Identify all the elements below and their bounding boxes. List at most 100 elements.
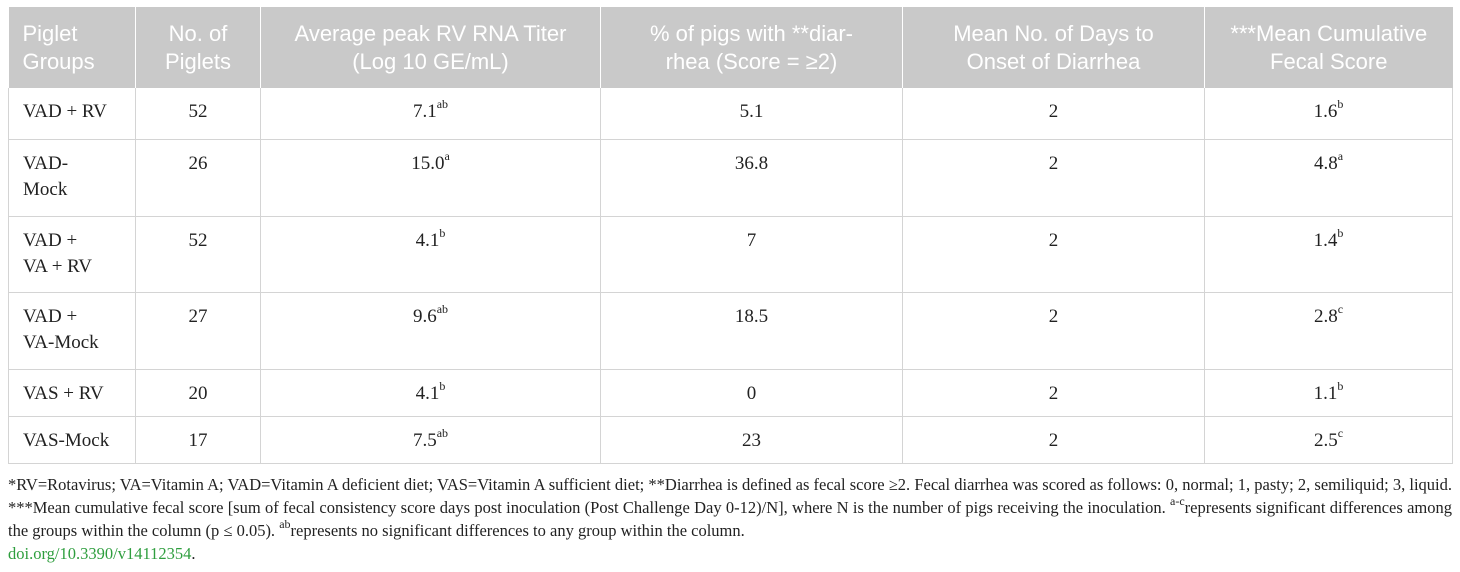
header-line: Mean No. of Days to [953,20,1154,46]
header-line: Onset of Diarrhea [966,48,1141,74]
cell-titer: 7.1ab [260,88,601,140]
header-piglet-groups: Piglet Groups [8,7,136,88]
header-line: Average peak RV RNA Titer [294,20,567,46]
cell-titer: 9.6ab [260,292,601,370]
cell-score: 2.5c [1204,416,1453,464]
cell-n: 26 [135,139,261,217]
table-footnote: *RV=Rotavirus; VA=Vitamin A; VAD=Vitamin… [8,473,1452,565]
header-rna-titer: Average peak RV RNA Titer (Log 10 GE/mL) [260,7,601,88]
superscript: ab [279,516,291,531]
cell-text: 4.1 [415,383,440,404]
header-line: ***Mean Cumulative [1230,20,1428,46]
footnote-text: *RV=Rotavirus; VA=Vitamin A; VAD=Vitamin… [8,475,1452,517]
cell-score: 1.6b [1204,88,1453,140]
cell-days: 2 [902,216,1205,293]
cell-text: 1.4 [1313,230,1338,251]
table-row: VAD + VA + RV 52 4.1b 7 2 1.4b [8,216,1453,293]
cell-text: 1.6 [1313,101,1338,122]
table-row: VAS-Mock 17 7.5ab 23 2 2.5c [8,416,1453,464]
cell-text: Mock [23,179,68,200]
cell-n: 52 [135,216,261,293]
superscript: ab [436,425,449,440]
cell-text: 15.0 [411,153,445,174]
cell-days: 2 [902,416,1205,464]
cell-text: 2.8 [1313,306,1338,327]
data-table-container: Piglet Groups No. of Piglets Average peak … [8,7,1453,464]
superscript: a [444,148,450,163]
cell-pct: 0 [600,369,903,417]
cell-score: 4.8a [1204,139,1453,217]
cell-days: 2 [902,88,1205,140]
superscript: ab [436,96,449,111]
cell-pct: 7 [600,216,903,293]
cell-text: 7.5 [412,430,437,451]
table-row: VAD- Mock 26 15.0a 36.8 2 4.8a [8,139,1453,217]
table-body: VAD + RV 52 7.1ab 5.1 2 1.6b VAD- Mock 26… [8,88,1453,464]
cell-titer: 7.5ab [260,416,601,464]
footnote-text: . [191,544,196,563]
cell-text: 7.1 [412,101,437,122]
cell-score: 2.8c [1204,292,1453,370]
cell-days: 2 [902,369,1205,417]
superscript: b [1337,378,1344,393]
header-days-to-onset: Mean No. of Days to Onset of Diarrhea [902,7,1205,88]
results-table: Piglet Groups No. of Piglets Average peak … [8,7,1453,464]
table-row: VAD + VA-Mock 27 9.6ab 18.5 2 2.8c [8,292,1453,370]
cell-group: VAS-Mock [8,416,136,464]
footnote-text: represents no significant differences to… [290,521,745,540]
cell-text: VAD- [23,153,69,174]
header-line: rhea (Score = ≥2) [665,48,838,74]
cell-pct: 23 [600,416,903,464]
cell-score: 1.4b [1204,216,1453,293]
cell-group: VAD + VA + RV [8,216,136,293]
cell-text: 1.1 [1313,383,1338,404]
header-line: Piglet [22,20,78,46]
cell-titer: 15.0a [260,139,601,217]
doi-link[interactable]: doi.org/10.3390/v14112354 [8,544,192,563]
table-header: Piglet Groups No. of Piglets Average peak … [8,7,1453,88]
cell-titer: 4.1b [260,369,601,417]
superscript: ab [436,301,449,316]
table-row: VAS + RV 20 4.1b 0 2 1.1b [8,369,1453,417]
cell-pct: 5.1 [600,88,903,140]
superscript: c [1337,425,1344,440]
superscript: b [439,378,446,393]
cell-score: 1.1b [1204,369,1453,417]
cell-group: VAD- Mock [8,139,136,217]
cell-days: 2 [902,139,1205,217]
cell-text: 2.5 [1313,430,1338,451]
superscript: b [1337,225,1344,240]
cell-pct: 18.5 [600,292,903,370]
cell-pct: 36.8 [600,139,903,217]
table-row: VAD + RV 52 7.1ab 5.1 2 1.6b [8,88,1453,140]
cell-text: 4.8 [1313,153,1338,174]
footnote-text: represents significant differences among… [8,498,1452,540]
cell-group: VAD + VA-Mock [8,292,136,370]
cell-text: VAD + [23,306,78,327]
cell-titer: 4.1b [260,216,601,293]
header-line: Groups [22,48,95,74]
superscript: b [439,225,446,240]
header-fecal-score: ***Mean Cumulative Fecal Score [1204,7,1453,88]
superscript: c [1337,301,1344,316]
superscript: a-c [1170,493,1185,508]
cell-text: 9.6 [412,306,437,327]
cell-n: 27 [135,292,261,370]
header-line: Fecal Score [1270,48,1388,74]
cell-text: VAS + RV [23,383,104,404]
header-row: Piglet Groups No. of Piglets Average peak … [8,7,1453,88]
header-pct-diarrhea: % of pigs with **diar-rhea (Score = ≥2) [600,7,903,88]
cell-text: VAS-Mock [23,430,110,451]
superscript: b [1337,96,1344,111]
cell-text: 4.1 [415,230,440,251]
header-line: Piglets [164,48,232,74]
header-line: (Log 10 GE/mL) [352,48,509,74]
cell-n: 20 [135,369,261,417]
cell-group: VAD + RV [8,88,136,140]
superscript: a [1337,148,1344,163]
cell-text: VA + RV [23,256,93,277]
cell-group: VAS + RV [8,369,136,417]
cell-n: 52 [135,88,261,140]
cell-days: 2 [902,292,1205,370]
cell-text: VAD + RV [23,101,107,122]
